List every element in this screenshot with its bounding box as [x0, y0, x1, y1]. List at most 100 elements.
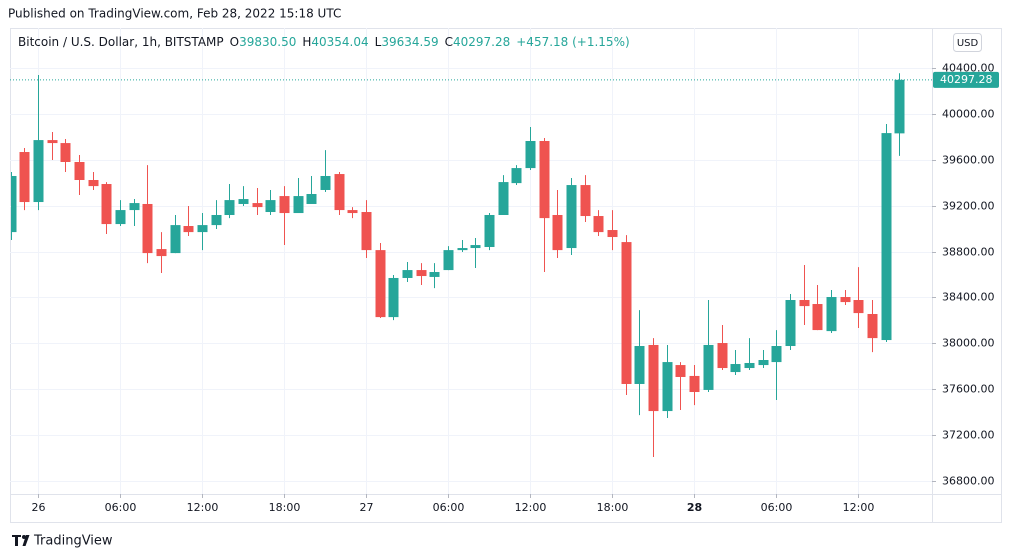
symbol: Bitcoin / U.S. Dollar, 1h, BITSTAMP	[18, 35, 224, 49]
candle-body	[703, 344, 714, 390]
legend-header: Bitcoin / U.S. Dollar, 1h, BITSTAMP O3983…	[18, 35, 630, 49]
candle-body	[881, 133, 892, 341]
high-value: 40354.04	[311, 35, 368, 49]
candle-body	[279, 196, 290, 214]
candle-body	[183, 226, 194, 233]
last-price-box	[933, 71, 999, 88]
x-tick-label: 12:00	[187, 501, 219, 514]
candle-body	[634, 346, 645, 384]
candle-body	[498, 182, 509, 215]
candle-body	[785, 300, 796, 347]
candle-body	[320, 175, 331, 190]
candle-body	[443, 250, 454, 271]
candle-body	[853, 300, 864, 314]
candle-body	[607, 230, 618, 238]
candle-body	[74, 161, 85, 181]
candle-body	[197, 225, 208, 233]
footer-brand: TradingView	[33, 534, 113, 549]
candle-body	[484, 214, 495, 248]
last-price-label: 40297.28	[940, 73, 993, 86]
currency-label: USD	[957, 38, 979, 49]
x-tick-label: 12:00	[843, 501, 875, 514]
candle-body	[224, 200, 235, 215]
y-tick-label: 37200.00	[942, 429, 995, 442]
x-tick-label: 18:00	[597, 501, 629, 514]
x-tick-label: 27	[360, 501, 374, 514]
y-tick-label: 36800.00	[942, 475, 995, 488]
chart-frame	[10, 28, 1002, 523]
candle-body	[265, 200, 276, 213]
candle-body	[47, 140, 58, 144]
x-tick-label: 12:00	[515, 501, 547, 514]
candle-body	[334, 174, 345, 211]
x-tick-label: 06:00	[105, 501, 137, 514]
candle-body	[211, 214, 222, 226]
candle-body	[840, 297, 851, 303]
candle-body	[470, 245, 481, 249]
candle-body	[758, 360, 769, 366]
candle-body	[306, 194, 317, 204]
candle-body	[33, 140, 44, 203]
candle-body	[238, 199, 249, 204]
candle-body	[552, 214, 563, 251]
grid	[10, 28, 932, 494]
candle-body	[388, 277, 399, 318]
candle-body	[115, 210, 126, 225]
y-tick-label: 38000.00	[942, 337, 995, 350]
candle-body	[11, 175, 17, 233]
candle-body	[539, 141, 550, 219]
currency-button[interactable]	[953, 33, 982, 52]
candle-body	[156, 249, 167, 257]
x-tick-label: 06:00	[433, 501, 465, 514]
x-tick-label: 26	[32, 501, 46, 514]
x-tick-label: 06:00	[761, 501, 793, 514]
candle-body	[293, 196, 304, 214]
o-key: O	[230, 35, 239, 49]
candle-body	[402, 270, 413, 278]
candle-body	[457, 248, 468, 251]
x-tick-label: 18:00	[269, 501, 301, 514]
candle-body	[347, 210, 358, 214]
candle-body	[142, 203, 153, 254]
y-tick-label: 40000.00	[942, 108, 995, 121]
y-tick-label: 37600.00	[942, 383, 995, 396]
c-key: C	[445, 35, 453, 49]
h-key: H	[302, 35, 311, 49]
candle-body	[730, 364, 741, 373]
candle-body	[252, 203, 263, 208]
candle-body	[689, 375, 700, 393]
candle-body	[799, 300, 810, 307]
candle-body	[566, 185, 577, 249]
l-key: L	[375, 35, 382, 49]
y-tick-label: 39200.00	[942, 200, 995, 213]
y-tick-label: 38400.00	[942, 291, 995, 304]
candle-body	[826, 297, 837, 332]
candle-body	[717, 343, 728, 369]
candle-body	[894, 79, 905, 134]
candle-body	[593, 216, 604, 233]
candle-body	[375, 250, 386, 318]
candle-body	[675, 365, 686, 377]
candle-body	[429, 272, 440, 277]
published-note: Published on TradingView.com, Feb 28, 20…	[8, 7, 341, 21]
y-tick-label: 39600.00	[942, 154, 995, 167]
candle-body	[648, 344, 659, 412]
candle-body	[744, 362, 755, 369]
candle-body	[525, 141, 536, 169]
close-value: 40297.28	[453, 35, 510, 49]
candle-body	[361, 212, 372, 251]
candle-body	[88, 180, 99, 187]
open-value: 39830.50	[239, 35, 296, 49]
candle-body	[101, 184, 112, 225]
candle-body	[511, 168, 522, 184]
candle-body	[867, 314, 878, 339]
change-value: +457.18 (+1.15%)	[516, 35, 629, 49]
candle-body	[771, 346, 782, 363]
candles	[11, 73, 905, 458]
x-tick-label: 28	[687, 501, 702, 514]
candle-body	[662, 362, 673, 412]
y-tick-label: 38800.00	[942, 246, 995, 259]
low-value: 39634.59	[381, 35, 438, 49]
candle-body	[19, 152, 30, 203]
